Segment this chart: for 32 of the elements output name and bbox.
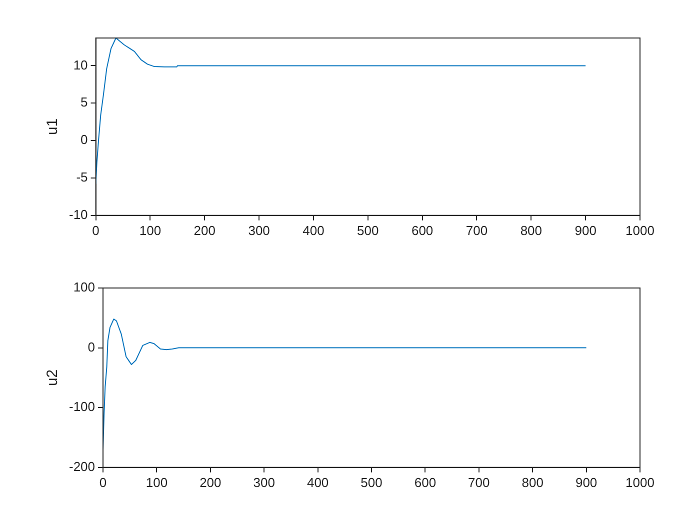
x-tick-label: 600 [414, 474, 436, 490]
y-axis-title: u1 [44, 118, 62, 136]
x-tick-label: 300 [248, 222, 270, 238]
y-tick-label: -10 [68, 206, 88, 222]
y-axis-title: u2 [44, 369, 62, 386]
x-tick-label: 1000 [626, 222, 654, 238]
y-tick-label: -5 [76, 170, 88, 185]
x-tick-label: 800 [520, 222, 542, 238]
y-tick-label: -200 [68, 458, 96, 474]
x-tick-label: 500 [360, 474, 382, 490]
y-tick-label: -100 [68, 399, 96, 414]
y-tick-label: 5 [80, 94, 88, 110]
x-tick-label: 1000 [626, 474, 654, 490]
x-tick-label: 200 [200, 474, 222, 490]
y-tick-label: 0 [80, 132, 88, 148]
x-tick-label: 400 [302, 222, 324, 238]
x-tick-label: 700 [466, 222, 488, 238]
x-tick-label: 900 [575, 474, 598, 490]
y-tick-label: 100 [73, 280, 96, 295]
x-tick-label: 100 [139, 222, 162, 238]
x-tick-label: 700 [468, 474, 490, 490]
x-tick-label: 600 [411, 222, 434, 238]
x-tick-label: 100 [146, 474, 168, 490]
x-tick-label: 400 [306, 474, 329, 490]
x-tick-label: 300 [253, 474, 275, 490]
x-tick-label: 500 [357, 222, 379, 238]
x-tick-label: 200 [194, 222, 216, 238]
x-tick-label: 900 [574, 222, 596, 238]
x-tick-label: 800 [522, 474, 544, 490]
y-tick-label: 0 [88, 339, 96, 354]
x-tick-label: 0 [99, 474, 107, 490]
y-tick-label: 10 [73, 57, 88, 72]
